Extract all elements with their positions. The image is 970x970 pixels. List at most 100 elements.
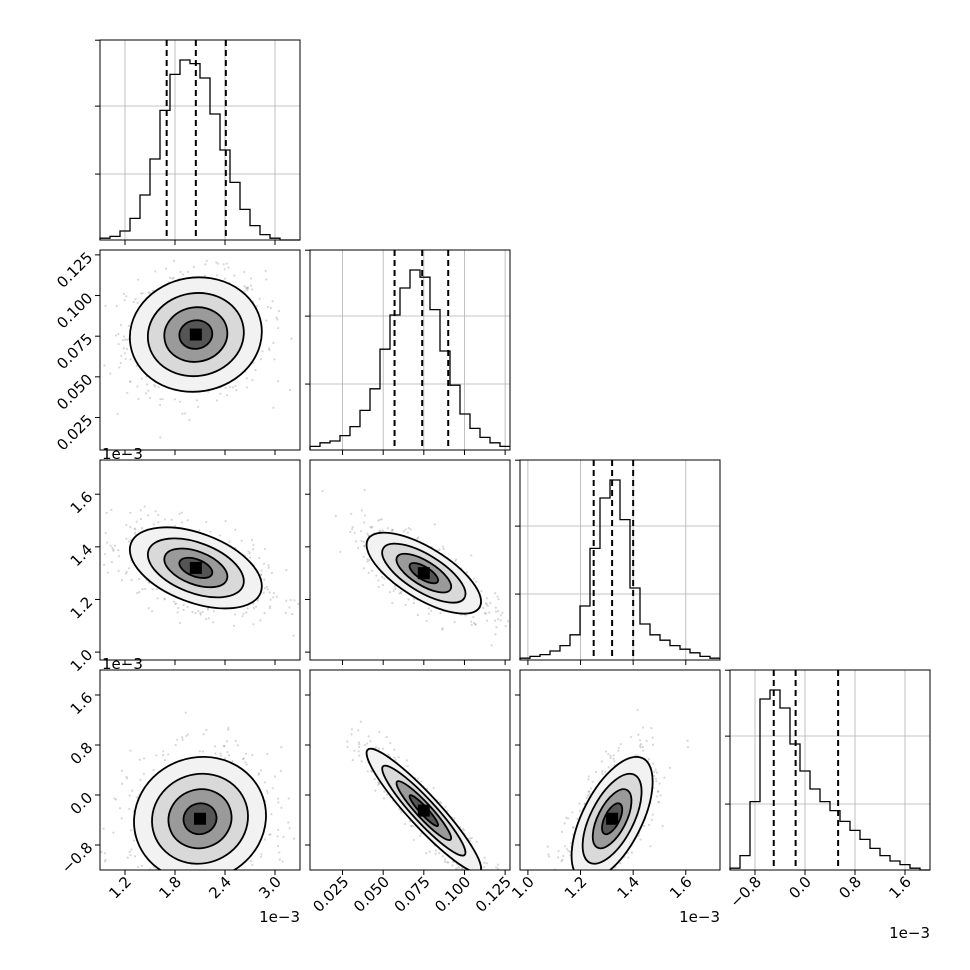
- scatter-point: [442, 547, 445, 551]
- scatter-point: [257, 773, 260, 776]
- scatter-point: [566, 817, 570, 820]
- scatter-point: [178, 621, 182, 625]
- scatter-point: [391, 529, 394, 532]
- scatter-point: [132, 300, 135, 304]
- scatter-point: [251, 753, 254, 756]
- scatter-point: [567, 910, 569, 912]
- scatter-point: [288, 826, 291, 830]
- scatter-point: [249, 277, 253, 280]
- scatter-point: [105, 511, 108, 515]
- scatter-point: [156, 597, 159, 600]
- scatter-point: [95, 331, 97, 333]
- scatter-point: [198, 750, 201, 753]
- scatter-point: [447, 861, 450, 864]
- scatter-point: [416, 537, 419, 540]
- scatter-point: [381, 529, 384, 532]
- scatter-point: [486, 875, 488, 877]
- scatter-point: [382, 797, 386, 800]
- scatter-point: [151, 588, 154, 591]
- scatter-point: [522, 636, 524, 638]
- scatter-point: [277, 309, 281, 313]
- scatter-point: [128, 794, 131, 797]
- scatter-point: [441, 627, 444, 630]
- scatter-point: [216, 262, 220, 265]
- scatter-point: [179, 270, 182, 273]
- scatter-point: [192, 266, 195, 269]
- scatter-point: [143, 505, 146, 508]
- scatter-panel-2-3: [515, 669, 721, 912]
- scatter-point: [231, 760, 234, 763]
- scatter-point: [367, 571, 370, 574]
- scatter-point: [495, 866, 498, 869]
- scatter-point: [198, 875, 200, 877]
- scatter-point: [650, 727, 653, 730]
- scatter-point: [639, 743, 643, 746]
- scatter-point: [180, 511, 183, 514]
- scatter-point: [178, 871, 180, 873]
- scatter-point: [385, 736, 388, 739]
- scatter-point: [65, 528, 67, 530]
- scatter-point: [181, 738, 184, 741]
- scatter-point: [119, 323, 123, 327]
- scatter-point: [209, 530, 212, 534]
- scatter-point: [434, 849, 437, 852]
- scatter-point: [202, 733, 205, 736]
- scatter-point: [113, 797, 116, 800]
- scatter-point: [103, 852, 106, 855]
- scatter-point: [250, 538, 254, 542]
- scatter-point: [110, 508, 113, 511]
- scatter-point: [287, 821, 290, 824]
- scatter-point: [100, 850, 103, 853]
- scatter-point: [483, 861, 486, 864]
- scatter-point: [172, 600, 176, 603]
- scatter-point: [178, 512, 181, 515]
- scatter-point: [174, 902, 176, 904]
- scatter-point: [260, 853, 263, 856]
- scatter-point: [106, 541, 109, 544]
- scatter-point: [380, 518, 383, 521]
- scatter-point: [261, 350, 264, 353]
- scatter-point: [375, 746, 378, 749]
- scatter-point: [686, 739, 689, 742]
- scatter-point: [136, 591, 139, 595]
- scatter-point: [404, 603, 407, 607]
- scatter-point: [479, 882, 481, 884]
- scatter-point: [473, 577, 476, 580]
- scatter-point: [393, 585, 396, 588]
- scatter-point: [589, 877, 591, 879]
- scatter-point: [212, 876, 214, 878]
- scatter-point: [236, 744, 239, 747]
- scatter-point: [557, 856, 560, 859]
- scatter-point: [432, 786, 435, 790]
- scatter-point: [291, 613, 294, 616]
- scatter-point: [350, 512, 353, 515]
- scatter-point: [363, 488, 366, 491]
- scatter-point: [346, 740, 349, 743]
- scatter-point: [386, 527, 389, 530]
- scatter-point: [408, 820, 411, 823]
- scatter-point: [138, 578, 141, 581]
- scatter-point: [601, 772, 604, 775]
- scatter-point: [189, 871, 191, 873]
- scatter-point: [262, 562, 266, 565]
- scatter-point: [225, 262, 228, 265]
- scatter-point: [186, 733, 190, 736]
- scatter-point: [129, 854, 132, 857]
- scatter-point: [260, 573, 263, 576]
- scatter-point: [377, 579, 380, 582]
- scatter-point: [129, 380, 132, 384]
- scatter-point: [246, 288, 249, 292]
- scatter-point: [406, 531, 409, 534]
- scatter-point: [383, 577, 386, 580]
- scatter-point: [388, 591, 392, 594]
- scatter-point: [362, 555, 365, 558]
- scatter-point: [290, 337, 293, 340]
- scatter-point: [359, 529, 363, 533]
- scatter-point: [474, 874, 476, 876]
- scatter-point: [112, 831, 115, 834]
- scatter-point: [246, 607, 249, 610]
- scatter-point: [146, 383, 149, 386]
- scatter-point: [380, 576, 384, 579]
- scatter-point: [400, 590, 403, 593]
- scatter-point: [278, 858, 281, 861]
